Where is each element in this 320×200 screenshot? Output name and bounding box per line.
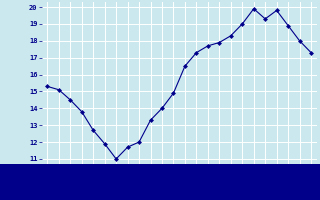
X-axis label: Graphe des températures (°c): Graphe des températures (°c)	[109, 177, 249, 186]
